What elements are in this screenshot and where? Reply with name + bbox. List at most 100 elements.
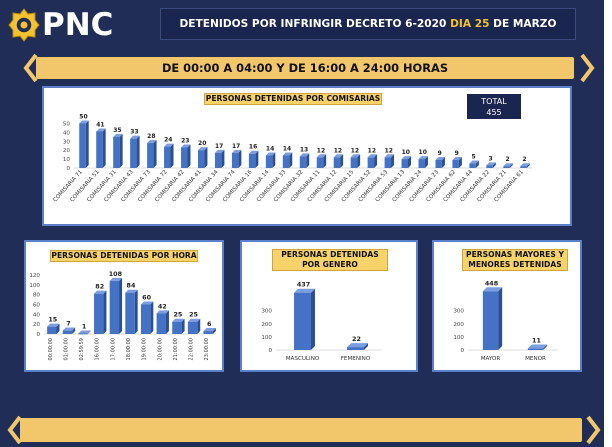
bar	[435, 156, 445, 168]
data-label: 35	[113, 127, 121, 134]
bar	[113, 133, 123, 168]
chart-hora: 0 20 40 60 80 100 120 15 00:00:00 7 01:00:00 1 02:59…	[29, 270, 216, 360]
data-label: 41	[96, 121, 104, 128]
data-label: 437	[297, 281, 310, 289]
category-label: 00:00:00	[48, 338, 54, 360]
category-label: COMISARIA 71	[52, 169, 84, 203]
category-label: 02:59:59	[79, 338, 85, 360]
data-label: 33	[130, 129, 138, 136]
data-label: 25	[189, 311, 198, 319]
data-label: 24	[164, 137, 172, 144]
data-label: 42	[158, 302, 167, 310]
bar	[109, 277, 123, 334]
bar	[350, 154, 361, 168]
category-label: 20:00:00	[157, 338, 163, 360]
data-label: 9	[455, 150, 459, 157]
chart-genero: 0 100 200 300 437 MASCULINO 22 FEMENINO	[261, 281, 382, 362]
chevron-right-icon-bottom	[586, 415, 601, 445]
bar	[384, 154, 395, 168]
data-label: 12	[334, 147, 342, 154]
y-tick-label: 200	[453, 322, 464, 328]
bar	[164, 143, 174, 168]
data-label: 11	[532, 337, 541, 345]
y-tick-label: 0	[36, 332, 40, 338]
bar	[367, 154, 378, 168]
y-tick-label: 20	[63, 148, 71, 154]
chart-title-edad: PERSONAS MAYORES Y MENORES DETENIDAS	[462, 249, 568, 271]
category-label: 18:00:00	[126, 338, 132, 360]
category-label: 16:00:00	[95, 338, 101, 360]
data-label: 6	[207, 320, 212, 328]
data-label: 12	[385, 147, 393, 154]
y-tick-label: 30	[63, 139, 71, 145]
chart-title-comisarias: PERSONAS DETENIDAS POR COMISARIAS	[204, 93, 382, 105]
panel-hora	[24, 240, 224, 372]
pnc-logo: PNC	[6, 6, 124, 44]
data-label: 1	[82, 323, 86, 331]
y-tick-label: 60	[33, 303, 41, 309]
police-badge-icon	[8, 8, 40, 42]
bar	[294, 288, 315, 350]
y-tick-label: 50	[63, 121, 71, 127]
bar	[482, 287, 503, 350]
bar	[96, 128, 106, 168]
bar	[140, 301, 154, 334]
data-label: 60	[142, 294, 151, 302]
bar	[503, 163, 513, 168]
data-label: 14	[283, 146, 291, 153]
data-label: 17	[232, 143, 240, 150]
bar	[316, 154, 327, 168]
bar	[181, 144, 191, 168]
data-label: 9	[438, 150, 442, 157]
data-label: 12	[317, 147, 325, 154]
data-label: 2	[505, 156, 509, 163]
y-tick-label: 40	[33, 312, 41, 318]
data-label: 2	[522, 156, 526, 163]
y-tick-label: 0	[268, 348, 272, 354]
total-label: TOTAL	[481, 97, 507, 106]
bar	[248, 150, 259, 168]
bar	[147, 140, 157, 168]
bar	[94, 290, 107, 334]
data-label: 22	[352, 335, 361, 343]
y-tick-label: 200	[261, 322, 272, 328]
chart-title-genero: PERSONAS DETENIDAS POR GENERO	[272, 249, 388, 271]
bar	[347, 343, 368, 350]
y-tick-label: 300	[453, 309, 464, 315]
chart-title-hora: PERSONAS DETENIDAS POR HORA	[50, 250, 198, 262]
bar	[333, 154, 344, 168]
bar	[197, 147, 208, 168]
y-tick-label: 100	[29, 283, 40, 289]
total-value: 455	[486, 108, 502, 117]
title-highlight: DIA 25	[450, 18, 490, 30]
data-label: 448	[485, 279, 499, 287]
data-label: 13	[300, 146, 308, 153]
y-tick-label: 40	[63, 130, 71, 136]
chart-edad: 0 100 200 300 448 MAYOR 11 MENOR	[453, 279, 558, 362]
category-label: MENOR	[525, 356, 546, 362]
data-label: 108	[109, 270, 123, 278]
bar	[486, 162, 496, 168]
data-label: 25	[173, 311, 182, 319]
data-label: 7	[66, 320, 70, 328]
bar	[47, 323, 60, 334]
y-tick-label: 10	[63, 157, 71, 163]
y-tick-label: 120	[29, 273, 40, 279]
bar	[79, 120, 89, 168]
category-label: MASCULINO	[286, 356, 320, 362]
y-tick-label: 20	[33, 322, 41, 328]
bar	[520, 163, 530, 168]
bar	[156, 310, 169, 334]
category-label: 22:00:00	[189, 338, 195, 360]
data-label: 16	[249, 144, 257, 151]
y-tick-label: 100	[261, 335, 272, 341]
data-label: 5	[472, 154, 476, 161]
bar	[125, 289, 138, 334]
bar	[527, 344, 548, 350]
bar	[172, 318, 185, 334]
y-tick-label: 100	[453, 335, 464, 341]
bar	[418, 156, 428, 168]
data-label: 84	[127, 282, 136, 290]
